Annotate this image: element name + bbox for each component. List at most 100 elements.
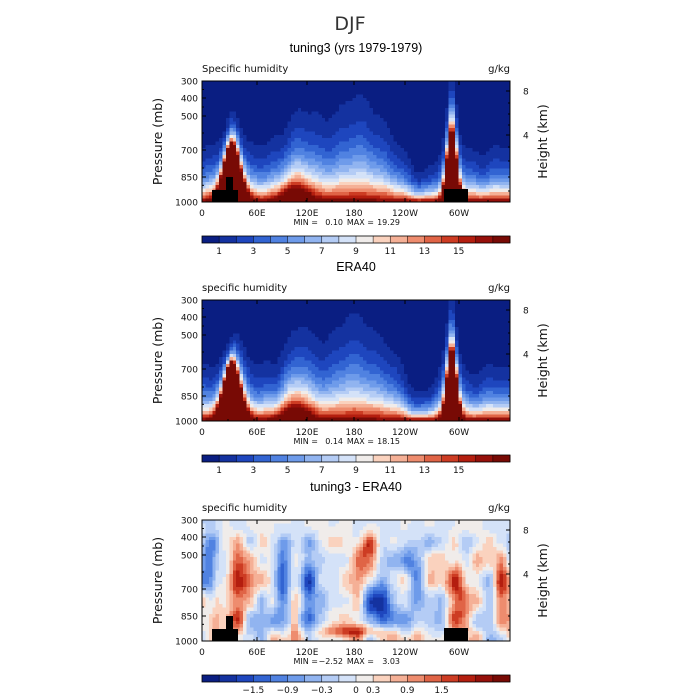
field-cell [410,343,415,348]
field-cell [308,191,313,196]
field-cell [506,117,511,122]
field-cell [369,340,374,345]
field-cell [332,168,337,173]
field-cell [444,300,449,304]
field-cell [444,128,449,133]
field-cell [284,350,289,355]
field-cell [373,154,378,159]
field-cell [458,111,463,116]
field-cell [410,181,415,186]
field-cell [304,144,309,149]
field-cell [284,104,289,109]
field-cell [386,333,391,338]
field-cell [249,114,254,119]
field-cell [499,104,504,109]
field-cell [318,138,323,143]
field-cell [325,300,330,304]
field-cell [468,134,473,139]
field-cell [294,114,299,119]
field-cell [260,336,265,341]
field-cell [468,128,473,133]
field-cell [202,310,207,315]
field-cell [273,316,278,321]
field-cell [256,306,261,311]
field-cell [492,148,497,153]
field-cell [352,144,357,149]
field-cell [400,330,405,335]
field-cell [362,158,367,163]
field-cell [424,171,429,176]
field-cell [308,101,313,106]
field-cell [335,151,340,156]
field-cell [267,84,272,89]
field-cell [482,117,487,122]
field-cell [277,175,282,180]
field-cell [506,171,511,176]
field-cell [489,323,494,328]
field-cell [356,81,361,85]
field-cell [352,313,357,318]
field-cell [407,333,412,338]
field-cell [376,336,381,341]
field-cell [403,165,408,169]
field-cell [287,188,292,193]
field-cell [243,316,248,321]
field-cell [287,144,292,149]
field-cell [390,141,395,146]
field-cell [335,310,340,315]
field-cell [390,124,395,129]
field-cell [462,117,467,122]
field-cell [222,84,227,89]
field-cell [342,178,347,183]
field-cell [297,148,302,153]
field-cell [215,300,220,304]
field-cell [263,306,268,311]
field-cell [284,306,289,311]
field-cell [253,148,258,153]
field-cell [468,188,473,193]
field-cell [444,350,449,355]
field-cell [273,191,278,196]
field-cell [284,124,289,129]
field-cell [232,306,237,311]
field-cell [468,350,473,355]
field-cell [403,151,408,156]
field-cell [462,128,467,133]
field-cell [465,101,470,106]
field-cell [458,350,463,355]
field-cell [359,175,364,180]
field-cell [297,306,302,311]
field-cell [236,165,241,169]
field-cell [421,131,426,136]
field-cell [243,300,248,304]
field-cell [373,181,378,186]
field-cell [489,343,494,348]
field-cell [287,168,292,173]
field-cell [294,165,299,169]
field-cell [249,326,254,331]
field-cell [383,181,388,186]
field-cell [311,121,316,126]
min-value: 0.10 [325,218,343,227]
field-cell [499,138,504,143]
field-cell [321,104,326,109]
field-cell [345,94,350,99]
field-cell [284,97,289,102]
field-cell [249,94,254,99]
field-cell [332,306,337,311]
field-cell [482,84,487,89]
field-cell [366,111,371,116]
field-cell [212,114,217,119]
field-cell [424,151,429,156]
field-cell [376,91,381,96]
field-cell [400,144,405,149]
field-cell [369,198,374,203]
field-cell [496,151,501,156]
field-cell [475,87,480,92]
field-cell [208,134,213,139]
field-cell [506,357,511,362]
field-cell [468,97,473,102]
field-cell [462,161,467,166]
field-cell [246,175,251,180]
field-cell [417,154,422,159]
